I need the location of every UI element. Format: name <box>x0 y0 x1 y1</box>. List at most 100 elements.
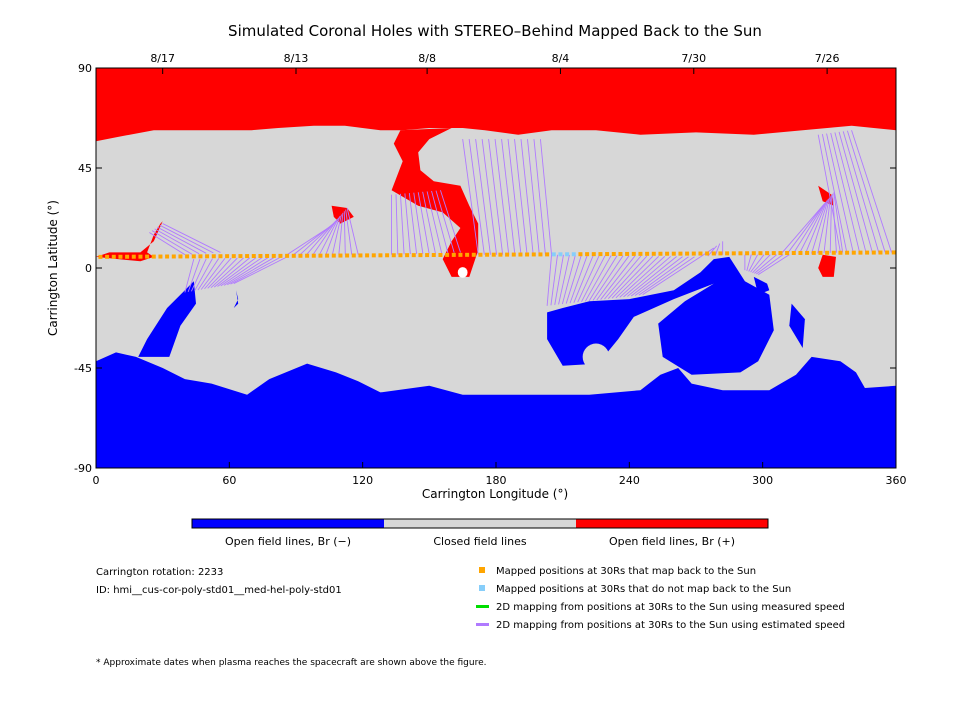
mapping-line <box>404 193 411 255</box>
mapping-line <box>561 254 576 305</box>
mapback-point <box>591 252 596 257</box>
mapping-line <box>346 207 359 255</box>
mapping-line <box>596 255 630 301</box>
colorbar-label: Open field lines, Br (+) <box>609 535 735 548</box>
y-axis-label: Carrington Latitude (°) <box>46 200 60 336</box>
legend-label: 2D mapping from positions at 30Rs to the… <box>496 620 846 631</box>
mapback-point <box>391 253 396 258</box>
mapping-line <box>210 257 244 289</box>
negative-open-region <box>96 352 896 468</box>
mapping-line <box>581 255 606 302</box>
top-date-label: 7/30 <box>681 52 706 65</box>
spot <box>457 267 468 278</box>
mapping-line <box>607 255 648 299</box>
mapback-point <box>838 250 843 255</box>
mapping-line <box>514 139 528 255</box>
mapback-point <box>218 254 223 259</box>
mapping-line <box>573 255 594 303</box>
mapback-point <box>125 254 130 259</box>
mapback-point <box>291 253 296 258</box>
mapback-point <box>885 250 890 255</box>
top-date-label: 8/8 <box>418 52 436 65</box>
mapping-line <box>319 217 340 255</box>
mapback-point <box>805 250 810 255</box>
mapback-point <box>658 251 663 256</box>
mapback-point <box>165 254 170 259</box>
map-regions <box>96 68 896 468</box>
y-tick-label: 90 <box>78 62 92 75</box>
carrington-rotation: Carrington rotation: 2233 <box>96 567 224 578</box>
legend: Mapped positions at 30Rs that map back t… <box>476 566 916 646</box>
mapback-point <box>785 251 790 256</box>
mapping-line <box>638 256 695 296</box>
mapping-line <box>577 255 600 303</box>
x-tick-label: 0 <box>93 474 100 487</box>
mapping-line <box>746 254 752 271</box>
mapping-line <box>565 254 582 304</box>
mapback-point <box>818 250 823 255</box>
mapping-line <box>149 232 186 256</box>
mapping-line <box>748 254 758 272</box>
mapback-point <box>725 251 730 256</box>
mapback-point <box>798 250 803 255</box>
mapback-point <box>411 253 416 258</box>
mapback-point <box>765 251 770 256</box>
mapback-point <box>378 253 383 258</box>
legend-label: 2D mapping from positions at 30Rs to the… <box>496 602 845 613</box>
mapping-line <box>399 193 405 255</box>
mapback-point <box>338 253 343 258</box>
y-tick-label: -90 <box>74 462 92 475</box>
mapping-line <box>756 254 784 275</box>
mapback-point <box>878 250 883 255</box>
mapping-line <box>299 222 335 255</box>
mapback-point <box>545 252 550 257</box>
no-mapback-point <box>551 252 556 257</box>
mapback-point <box>398 253 403 258</box>
mapback-point <box>531 252 536 257</box>
mapping-line <box>331 214 342 255</box>
positive-open-region <box>818 254 836 277</box>
negative-open-region <box>233 290 239 308</box>
mapback-point <box>298 253 303 258</box>
colorbar-segment <box>576 519 768 528</box>
mapping-line <box>408 192 418 254</box>
mapback-point <box>505 252 510 257</box>
mapback-point <box>385 253 390 258</box>
mapback-point <box>645 251 650 256</box>
mapping-line <box>431 190 449 253</box>
mapping-line <box>293 223 334 256</box>
mapback-point <box>158 254 163 259</box>
mapback-point <box>225 254 230 259</box>
mapback-point <box>365 253 370 258</box>
mapback-point <box>678 251 683 256</box>
x-tick-label: 180 <box>486 474 507 487</box>
mapback-point <box>771 251 776 256</box>
mapback-point <box>438 252 443 257</box>
footnote: * Approximate dates when plasma reaches … <box>96 658 487 668</box>
x-tick-label: 240 <box>619 474 640 487</box>
no-mapback-point <box>565 252 570 257</box>
mapback-point <box>638 251 643 256</box>
mapping-line <box>817 197 830 254</box>
mapping-line <box>207 257 238 289</box>
mapback-point <box>418 253 423 258</box>
legend-line-symbol <box>476 622 489 626</box>
mapping-line <box>750 254 765 273</box>
mapping-line <box>217 257 257 287</box>
mapping-line <box>230 256 282 285</box>
mapback-point <box>358 253 363 258</box>
mapping-line <box>204 257 232 290</box>
mapping-line <box>604 255 642 300</box>
mapback-point <box>431 253 436 258</box>
mapback-point <box>751 251 756 256</box>
mapback-point <box>151 254 156 259</box>
mapback-point <box>318 253 323 258</box>
mapping-line <box>395 194 399 255</box>
mapping-line <box>306 220 337 255</box>
mapping-line <box>507 139 522 255</box>
mapback-point <box>198 254 203 259</box>
mapping-line <box>611 255 654 299</box>
negative-open-region <box>138 281 196 357</box>
